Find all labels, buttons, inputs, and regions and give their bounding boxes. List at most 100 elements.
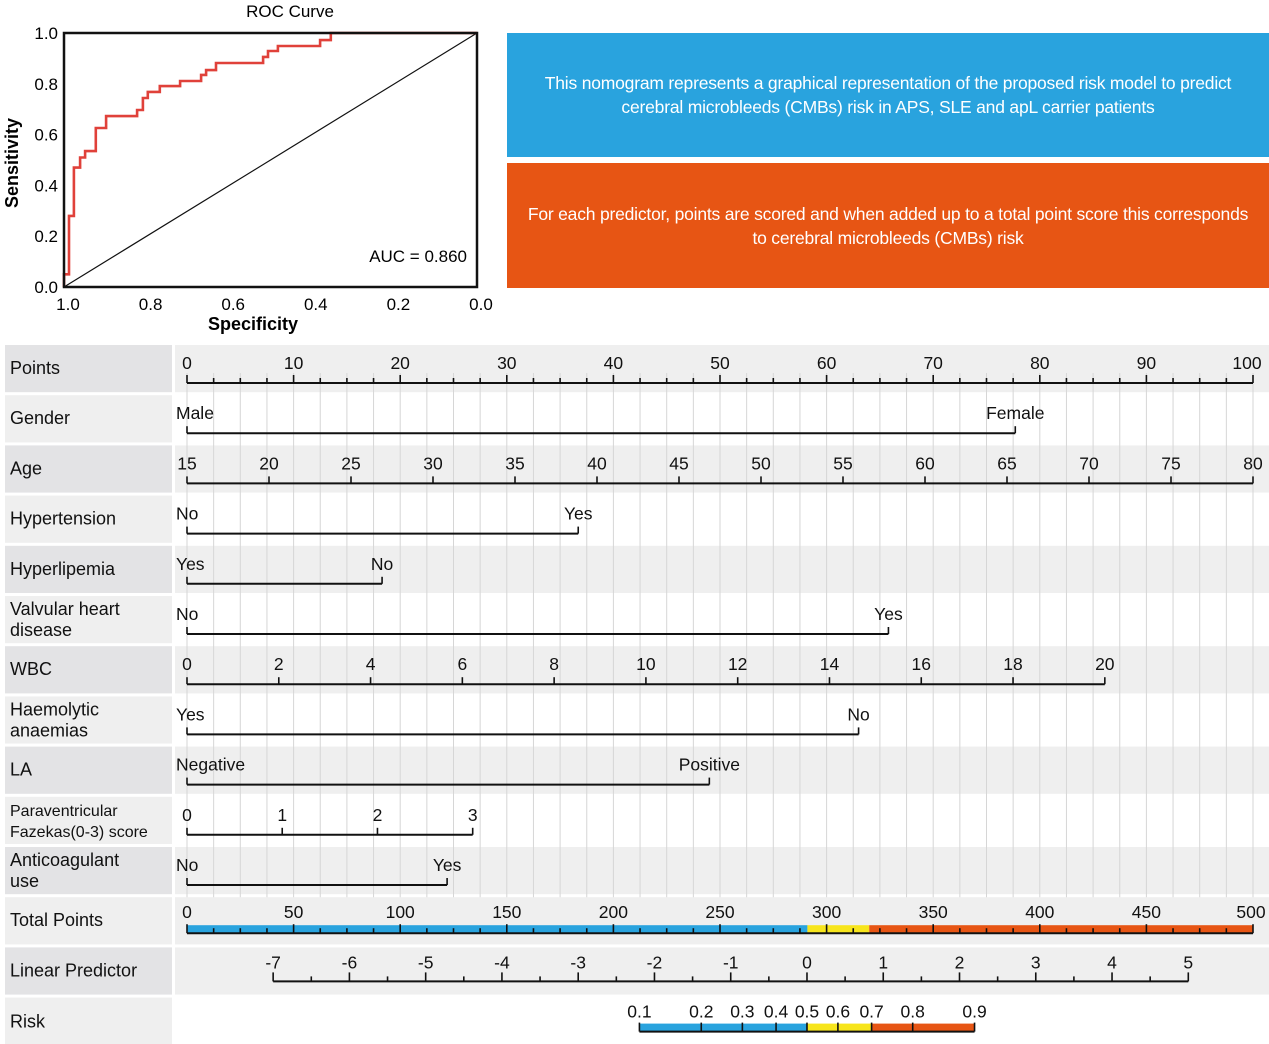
roc-y-tick-label: 0.6 <box>34 126 58 145</box>
row-label-cell <box>5 746 172 794</box>
row-label: Gender <box>10 408 70 428</box>
row-label-cell <box>5 395 172 443</box>
linear-predictor-tick-label: 5 <box>1183 952 1193 972</box>
points-tick-label: 0 <box>182 353 192 373</box>
row-label-cell <box>5 847 172 895</box>
row-content-cell <box>175 596 1269 644</box>
roc-chart: ROC Curve 0.00.20.40.60.81.0 1.0 0.8 0.6 0.… <box>2 2 493 334</box>
linear-predictor-tick-label: -7 <box>265 952 281 972</box>
row-content-cell <box>175 796 1269 844</box>
predictor-value-label: 80 <box>1243 453 1263 473</box>
row-content-cell <box>175 997 1269 1044</box>
total-points-band-blue <box>187 925 808 934</box>
row-content-cell <box>175 646 1269 694</box>
predictor-value-label: 1 <box>277 805 287 825</box>
row-label-cell <box>5 897 172 945</box>
roc-curve-line <box>62 31 477 287</box>
points-tick-label: 50 <box>710 353 730 373</box>
roc-x-tick-label: 0.6 <box>221 295 245 314</box>
predictor-value-label: 2 <box>373 805 383 825</box>
row-content-cell <box>175 545 1269 593</box>
predictor-value-label: 10 <box>636 654 656 674</box>
row-label-cell <box>5 445 172 493</box>
predictor-value-label: 3 <box>468 805 478 825</box>
predictor-value-label: 2 <box>274 654 284 674</box>
predictor-level-label: Yes <box>176 554 205 574</box>
roc-y-tick-label: 1.0 <box>34 24 58 43</box>
row-label-cell <box>5 495 172 543</box>
row-content-cell <box>175 696 1269 744</box>
row-label-cell <box>5 545 172 593</box>
row-label: Points <box>10 358 60 378</box>
predictor-value-label: 55 <box>833 453 852 473</box>
total-points-tick-label: 400 <box>1025 902 1054 922</box>
predictor-value-label: 50 <box>751 453 771 473</box>
linear-predictor-tick-label: 3 <box>1031 952 1041 972</box>
predictor-level-label: Negative <box>176 755 245 775</box>
linear-predictor-tick-label: 1 <box>878 952 888 972</box>
risk-tick-label: 0.7 <box>859 1002 883 1022</box>
total-points-band-yellow <box>807 925 870 934</box>
roc-x-axis-label: Specificity <box>208 314 298 334</box>
predictor-value-label: 16 <box>912 654 931 674</box>
points-tick-label: 20 <box>390 353 410 373</box>
predictor-value-label: 40 <box>587 453 607 473</box>
info-box-model-description: This nomogram represents a graphical rep… <box>507 33 1269 157</box>
row-label: Linear Predictor <box>10 960 137 980</box>
points-tick-label: 30 <box>497 353 517 373</box>
predictor-value-label: 14 <box>820 654 840 674</box>
total-points-tick-label: 300 <box>812 902 841 922</box>
points-tick-label: 10 <box>284 353 304 373</box>
predictor-value-label: 45 <box>669 453 688 473</box>
predictor-value-label: 6 <box>457 654 467 674</box>
risk-band-orange <box>871 1023 975 1032</box>
row-content-cell <box>175 746 1269 794</box>
linear-predictor-tick-label: -2 <box>647 952 663 972</box>
predictor-value-label: 35 <box>505 453 524 473</box>
row-label: Risk <box>10 1012 46 1032</box>
predictor-level-label: No <box>176 855 198 875</box>
row-label: Hyperlipemia <box>10 559 116 579</box>
total-points-tick-label: 350 <box>919 902 948 922</box>
predictor-value-label: 0 <box>182 654 192 674</box>
linear-predictor-tick-label: 0 <box>802 952 812 972</box>
risk-tick-label: 0.3 <box>730 1002 754 1022</box>
points-tick-label: 70 <box>923 353 943 373</box>
predictor-value-label: 8 <box>549 654 559 674</box>
row-content-cell <box>175 445 1269 493</box>
row-label: Anticoagulant <box>10 850 119 870</box>
row-label-cell <box>5 596 172 644</box>
predictor-level-label: No <box>176 604 198 624</box>
risk-band-yellow <box>806 1023 872 1032</box>
roc-x-tick-label: 0.8 <box>139 295 163 314</box>
row-label: Valvular heart <box>10 599 120 619</box>
predictor-level-label: Male <box>176 403 214 423</box>
points-tick-label: 100 <box>1232 353 1261 373</box>
row-label-cell <box>5 646 172 694</box>
row-content-cell <box>175 847 1269 895</box>
risk-tick-label: 0.4 <box>764 1002 789 1022</box>
predictor-value-label: 12 <box>728 654 747 674</box>
row-label: Age <box>10 458 42 478</box>
predictor-value-label: 4 <box>366 654 376 674</box>
total-points-tick-label: 0 <box>182 902 192 922</box>
total-points-band-orange <box>869 925 1253 934</box>
info-scoring-text: For each predictor, points are scored an… <box>527 203 1249 248</box>
total-points-tick-label: 100 <box>386 902 415 922</box>
linear-predictor-tick-label: -4 <box>494 952 510 972</box>
row-label: disease <box>10 620 72 640</box>
predictor-value-label: 0 <box>182 805 192 825</box>
predictor-level-label: Female <box>986 403 1044 423</box>
roc-auc-annotation: AUC = 0.860 <box>369 247 467 266</box>
predictor-value-label: 70 <box>1079 453 1099 473</box>
roc-x-tick-label: 0.4 <box>304 295 328 314</box>
row-label-cell <box>5 947 172 995</box>
predictor-value-label: 75 <box>1161 453 1180 473</box>
linear-predictor-tick-label: 4 <box>1107 952 1117 972</box>
predictor-value-label: 20 <box>1095 654 1115 674</box>
row-label: Paraventricular <box>10 803 118 820</box>
linear-predictor-tick-label: -1 <box>723 952 739 972</box>
roc-y-tick-label: 0.4 <box>34 176 58 195</box>
roc-x-ticks: 1.0 0.8 0.6 0.4 0.2 0.0 <box>56 295 493 314</box>
linear-predictor-tick-label: 2 <box>955 952 965 972</box>
